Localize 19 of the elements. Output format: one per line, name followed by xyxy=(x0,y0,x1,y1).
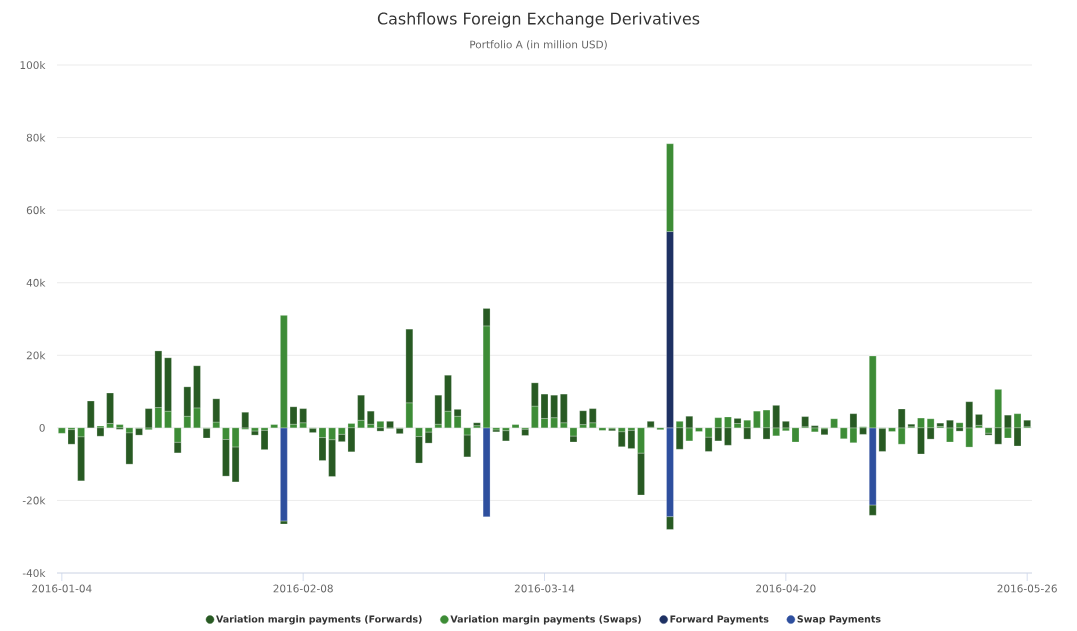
x-tick-label: 2016-03-14 xyxy=(514,584,575,593)
y-tick-label: 80k xyxy=(26,133,46,142)
x-tick-label: 2016-02-08 xyxy=(273,584,333,593)
legend-label: Variation margin payments (Swaps) xyxy=(450,615,641,625)
chart-title: Cashflows Foreign Exchange Derivatives xyxy=(377,12,700,28)
legend-label: Variation margin payments (Forwards) xyxy=(216,615,422,625)
y-tick-label: 40k xyxy=(26,278,46,287)
legend-label: Forward Payments xyxy=(670,615,769,625)
y-tick-label: 20k xyxy=(26,351,46,360)
y-tick-label: -20k xyxy=(22,496,46,505)
x-tick-label: 2016-01-04 xyxy=(32,584,92,593)
chart-subtitle: Portfolio A (in million USD) xyxy=(470,40,607,50)
x-tick-label: 2016-05-26 xyxy=(997,584,1057,593)
x-tick-label: 2016-04-20 xyxy=(756,584,816,593)
y-tick-label: -40k xyxy=(22,568,46,578)
y-tick-label: 100k xyxy=(20,60,46,70)
y-tick-label: 0 xyxy=(39,423,45,432)
legend-label: Swap Payments xyxy=(797,615,881,625)
y-tick-label: 60k xyxy=(26,206,46,215)
